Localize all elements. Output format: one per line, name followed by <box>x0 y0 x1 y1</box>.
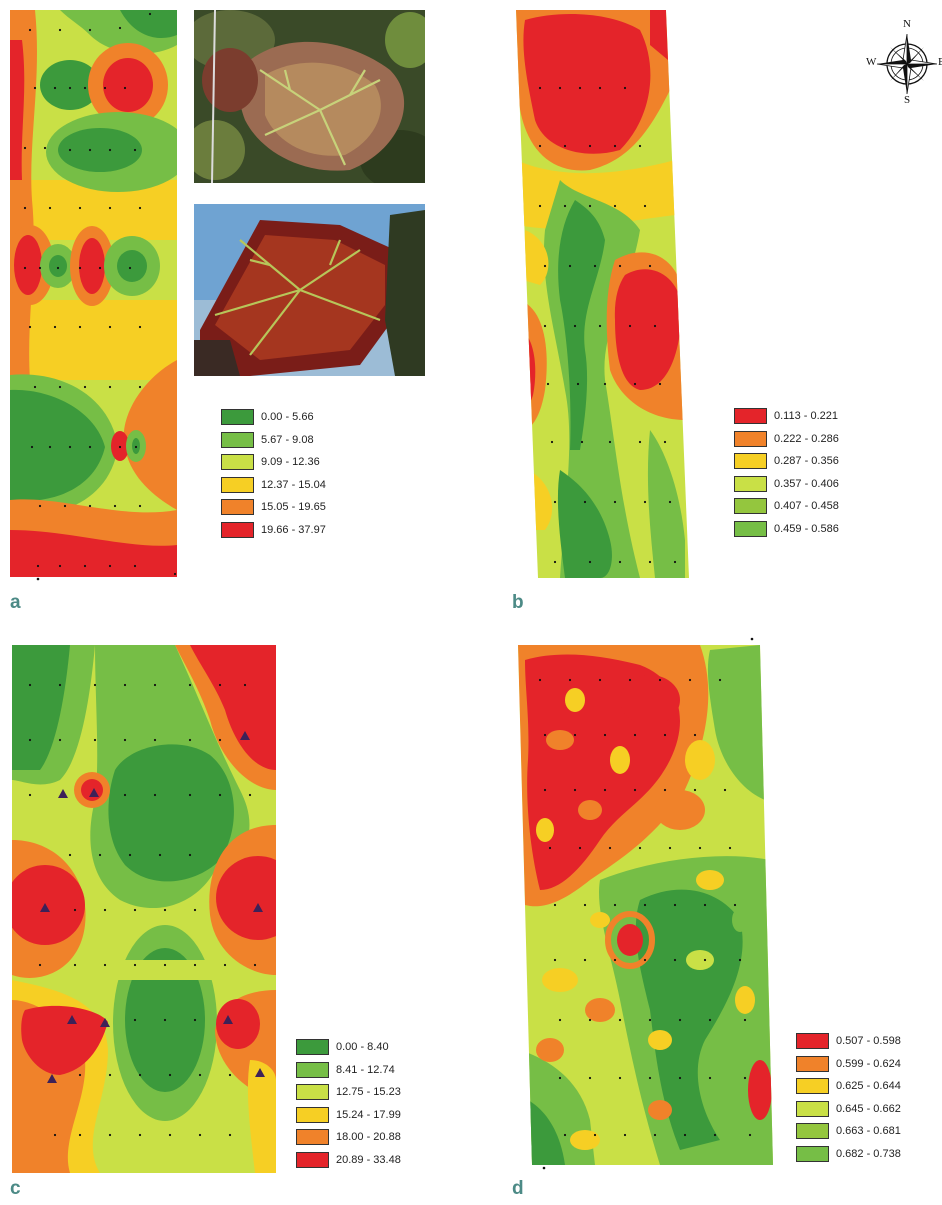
legend-label: 20.89 - 33.48 <box>336 1153 401 1166</box>
legend-swatch <box>796 1055 829 1072</box>
legend-label: 0.645 - 0.662 <box>836 1102 901 1115</box>
legend-swatch <box>296 1061 329 1078</box>
legend-item: 0.663 - 0.681 <box>796 1120 901 1143</box>
panel-label-b: b <box>512 592 524 613</box>
legend-swatch <box>796 1100 829 1117</box>
legend-swatch <box>734 430 767 447</box>
legend-label: 0.507 - 0.598 <box>836 1035 901 1048</box>
legend-swatch <box>734 453 767 470</box>
legend-item: 12.75 - 15.23 <box>296 1081 401 1104</box>
legend-label: 0.625 - 0.644 <box>836 1080 901 1093</box>
legend-panel-b: 0.113 - 0.221 0.222 - 0.286 0.287 - 0.35… <box>734 405 839 540</box>
legend-item: 0.682 - 0.738 <box>796 1143 901 1166</box>
legend-panel-d: 0.507 - 0.598 0.599 - 0.624 0.625 - 0.64… <box>796 1030 901 1165</box>
legend-swatch <box>734 498 767 515</box>
legend-swatch <box>296 1084 329 1101</box>
legend-swatch <box>296 1151 329 1168</box>
legend-item: 0.222 - 0.286 <box>734 428 839 451</box>
legend-label: 9.09 - 12.36 <box>261 456 320 469</box>
legend-label: 0.222 - 0.286 <box>774 432 839 445</box>
legend-swatch <box>221 454 254 471</box>
legend-swatch <box>221 431 254 448</box>
legend-label: 0.113 - 0.221 <box>774 410 839 423</box>
legend-item: 20.89 - 33.48 <box>296 1149 401 1172</box>
legend-swatch <box>734 408 767 425</box>
legend-swatch <box>796 1123 829 1140</box>
leaf-photo-top <box>194 10 425 183</box>
legend-label: 0.357 - 0.406 <box>774 477 839 490</box>
legend-label: 0.599 - 0.624 <box>836 1057 901 1070</box>
legend-item: 0.625 - 0.644 <box>796 1075 901 1098</box>
map-panel-a <box>10 10 177 577</box>
legend-label: 0.287 - 0.356 <box>774 455 839 468</box>
compass-south-label: S <box>904 94 911 106</box>
legend-item: 0.357 - 0.406 <box>734 473 839 496</box>
legend-swatch <box>221 409 254 426</box>
compass-north-label: N <box>903 18 911 30</box>
legend-panel-c: 0.00 - 8.40 8.41 - 12.74 12.75 - 15.23 1… <box>296 1036 401 1171</box>
leaf-photo-bottom <box>194 204 425 376</box>
legend-item: 0.00 - 5.66 <box>221 406 326 429</box>
panel-label-c: c <box>10 1178 21 1199</box>
legend-label: 8.41 - 12.74 <box>336 1063 395 1076</box>
legend-label: 15.05 - 19.65 <box>261 501 326 514</box>
legend-label: 0.407 - 0.458 <box>774 500 839 513</box>
map-panel-c <box>12 645 276 1173</box>
legend-label: 12.75 - 15.23 <box>336 1086 401 1099</box>
legend-label: 19.66 - 37.97 <box>261 523 326 536</box>
panel-label-d: d <box>512 1178 524 1199</box>
panel-label-a: a <box>10 592 21 613</box>
legend-item: 19.66 - 37.97 <box>221 519 326 542</box>
legend-label: 0.459 - 0.586 <box>774 522 839 535</box>
legend-label: 0.682 - 0.738 <box>836 1147 901 1160</box>
legend-label: 0.00 - 8.40 <box>336 1041 389 1054</box>
compass-west-label: W <box>866 56 877 68</box>
legend-swatch <box>296 1039 329 1056</box>
legend-item: 0.645 - 0.662 <box>796 1098 901 1121</box>
legend-swatch <box>221 499 254 516</box>
legend-label: 18.00 - 20.88 <box>336 1131 401 1144</box>
legend-swatch <box>221 476 254 493</box>
legend-item: 12.37 - 15.04 <box>221 474 326 497</box>
legend-swatch <box>734 520 767 537</box>
map-panel-d <box>518 645 773 1165</box>
legend-swatch <box>796 1145 829 1162</box>
legend-swatch <box>796 1033 829 1050</box>
legend-swatch <box>796 1078 829 1095</box>
legend-item: 5.67 - 9.08 <box>221 429 326 452</box>
legend-label: 15.24 - 17.99 <box>336 1108 401 1121</box>
legend-item: 15.24 - 17.99 <box>296 1104 401 1127</box>
legend-item: 0.407 - 0.458 <box>734 495 839 518</box>
legend-item: 15.05 - 19.65 <box>221 496 326 519</box>
compass-rose-icon <box>876 33 938 95</box>
legend-swatch <box>734 475 767 492</box>
legend-item: 0.599 - 0.624 <box>796 1053 901 1076</box>
legend-item: 8.41 - 12.74 <box>296 1059 401 1082</box>
legend-label: 5.67 - 9.08 <box>261 433 314 446</box>
legend-swatch <box>296 1129 329 1146</box>
legend-swatch <box>221 521 254 538</box>
legend-label: 0.663 - 0.681 <box>836 1125 901 1138</box>
legend-item: 18.00 - 20.88 <box>296 1126 401 1149</box>
legend-item: 0.287 - 0.356 <box>734 450 839 473</box>
map-panel-b <box>516 10 689 578</box>
legend-panel-a: 0.00 - 5.66 5.67 - 9.08 9.09 - 12.36 12.… <box>221 406 326 541</box>
legend-item: 0.00 - 8.40 <box>296 1036 401 1059</box>
legend-label: 12.37 - 15.04 <box>261 478 326 491</box>
legend-item: 0.113 - 0.221 <box>734 405 839 428</box>
legend-item: 0.507 - 0.598 <box>796 1030 901 1053</box>
legend-label: 0.00 - 5.66 <box>261 411 314 424</box>
legend-item: 0.459 - 0.586 <box>734 518 839 541</box>
legend-swatch <box>296 1106 329 1123</box>
compass-east-label: E <box>938 56 942 68</box>
legend-item: 9.09 - 12.36 <box>221 451 326 474</box>
